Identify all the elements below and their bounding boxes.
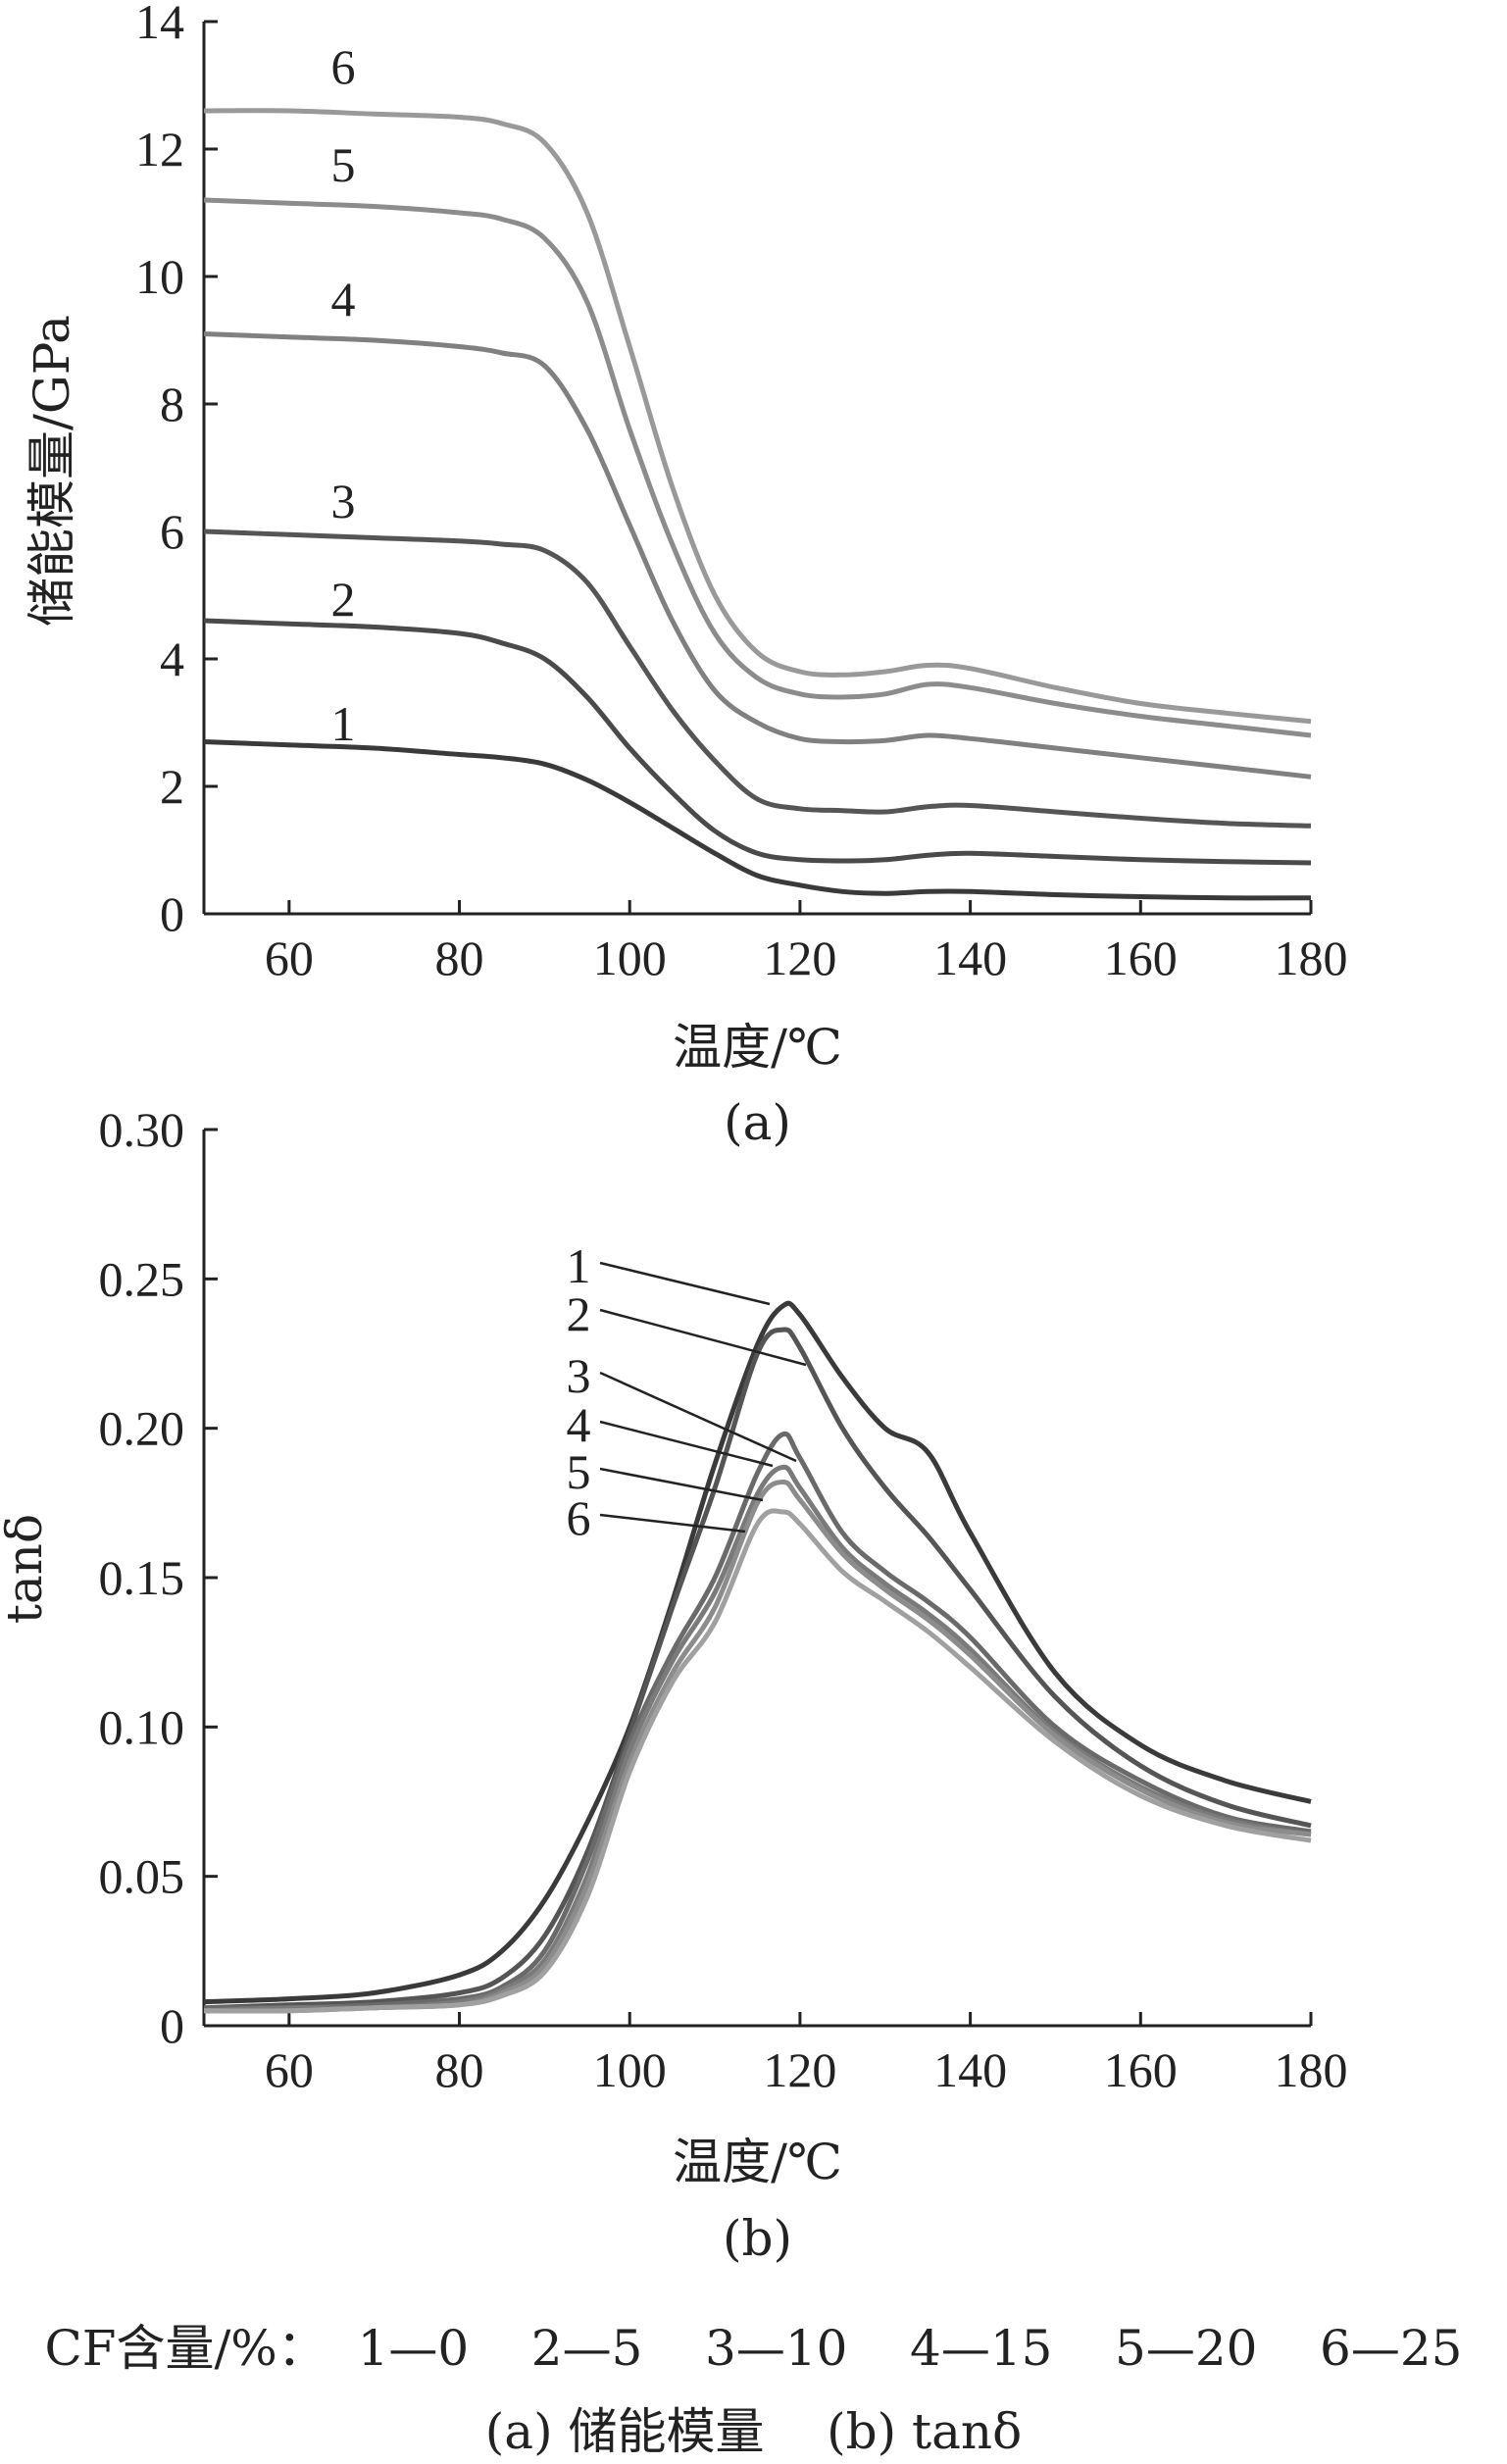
x-tick-label: 180 [1275, 2042, 1348, 2097]
curve-label-4: 4 [567, 1397, 591, 1452]
series-line-6 [203, 1508, 1312, 2014]
leader-line-6 [599, 1513, 746, 1534]
leader-line-3 [599, 1371, 797, 1463]
curve-label-1: 1 [331, 696, 356, 751]
y-tick-label: 14 [135, 0, 184, 49]
y-axis-title: 储能模量/GPa [24, 315, 80, 627]
leader-line-2 [599, 1308, 807, 1367]
panel-label: (b) [723, 2210, 792, 2267]
series-line-4 [203, 331, 1312, 779]
curve-label-6: 6 [331, 39, 356, 94]
series-line-1 [203, 739, 1312, 901]
curve-label-4: 4 [331, 272, 356, 327]
x-tick-label: 60 [265, 930, 314, 985]
x-tick-label: 120 [763, 2042, 836, 2097]
curve-label-6: 6 [567, 1490, 591, 1545]
y-tick-label: 0.25 [99, 1251, 185, 1306]
y-tick-label: 0 [160, 1998, 184, 2053]
x-tick-label: 140 [933, 930, 1007, 985]
x-tick-label: 160 [1104, 2042, 1178, 2097]
x-tick-label: 160 [1104, 930, 1178, 985]
curve-label-3: 3 [567, 1348, 591, 1403]
panel-label: (a) [724, 1094, 791, 1151]
x-tick-label: 80 [435, 930, 484, 985]
x-axis-title: 温度/℃ [673, 2134, 842, 2190]
y-axis-title: tanδ [0, 1514, 53, 1624]
y-tick-label: 8 [160, 377, 184, 431]
caption-line: (a) 储能模量 (b) tanδ [484, 2403, 1023, 2460]
y-tick-label: 0.20 [99, 1401, 185, 1456]
x-tick-label: 60 [265, 2042, 314, 2097]
y-tick-label: 10 [135, 249, 184, 304]
leader-line-5 [599, 1467, 764, 1502]
series-line-5 [203, 197, 1312, 738]
x-tick-label: 100 [593, 930, 667, 985]
series-line-2 [203, 1327, 1312, 2011]
legend-line: CF含量/%： 1—0 2—5 3—10 4—15 5—20 6—25 [44, 2320, 1463, 2377]
y-tick-label: 12 [135, 122, 184, 176]
panel-a-storage-modulus: 60 80 100 120 140 160 18002468101214温度/℃储能模量/G… [24, 0, 1348, 1151]
curve-label-2: 2 [331, 572, 356, 627]
y-tick-label: 0.15 [99, 1550, 185, 1605]
x-tick-label: 120 [763, 930, 836, 985]
x-tick-label: 100 [593, 2042, 667, 2097]
x-tick-label: 180 [1275, 930, 1348, 985]
y-tick-label: 2 [160, 759, 184, 814]
y-tick-label: 0.05 [99, 1849, 185, 1904]
curve-label-1: 1 [567, 1238, 591, 1293]
x-axis-title: 温度/℃ [673, 1019, 842, 1076]
y-tick-label: 6 [160, 504, 184, 559]
series-line-1 [203, 1300, 1312, 2005]
y-tick-label: 0 [160, 886, 184, 941]
series-line-6 [203, 108, 1312, 725]
y-tick-label: 0.30 [99, 1102, 185, 1157]
series-line-4 [203, 1464, 1312, 2014]
panel-b-tan-delta: 60 80 100 120 140 160 180 0 0.05 0.10 0.15 0.20 0.25… [0, 1102, 1348, 2267]
series-line-3 [203, 528, 1312, 829]
curve-label-3: 3 [331, 474, 356, 528]
curve-label-5: 5 [567, 1444, 591, 1499]
curve-label-2: 2 [567, 1286, 591, 1341]
leader-line-1 [599, 1261, 771, 1306]
y-tick-label: 4 [160, 631, 184, 686]
leader-line-4 [599, 1420, 774, 1468]
y-tick-label: 0.10 [99, 1699, 185, 1754]
series-line-2 [203, 618, 1312, 866]
x-tick-label: 80 [435, 2042, 484, 2097]
curve-label-5: 5 [331, 137, 356, 192]
x-tick-label: 140 [933, 2042, 1007, 2097]
